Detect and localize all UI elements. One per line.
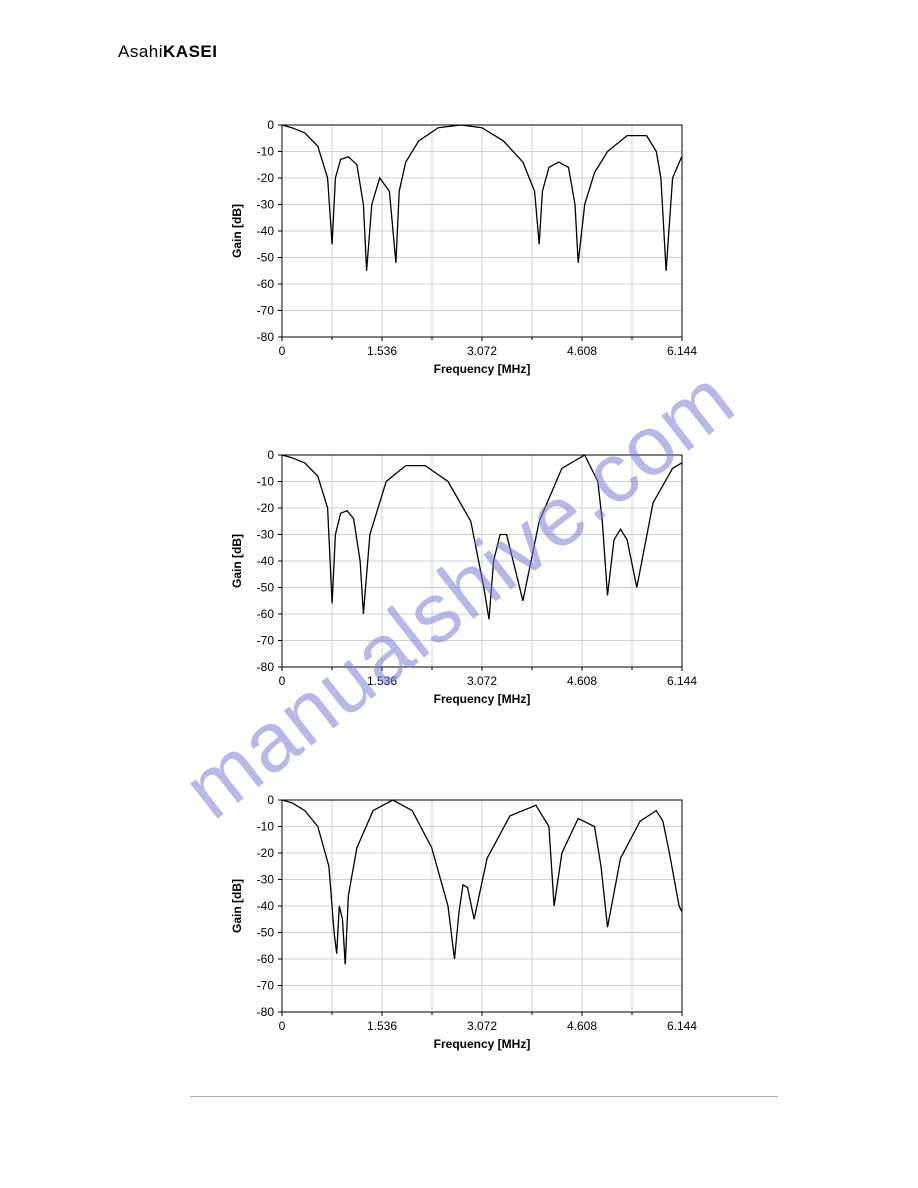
- bottom-rule: [190, 1096, 778, 1097]
- svg-text:4.608: 4.608: [567, 674, 597, 688]
- svg-text:Frequency [MHz]: Frequency [MHz]: [434, 1037, 531, 1051]
- logo-prefix: Asahi: [118, 42, 163, 61]
- svg-text:1.536: 1.536: [367, 674, 397, 688]
- svg-text:-20: -20: [257, 501, 275, 515]
- chart-1: 0 -10 -20 -30 -40 -50 -60 -70 -80 0 1.536 3.072 4.60…: [227, 115, 707, 395]
- svg-text:-60: -60: [257, 607, 275, 621]
- svg-text:-80: -80: [257, 660, 275, 674]
- svg-text:3.072: 3.072: [467, 344, 497, 358]
- svg-text:0: 0: [279, 1019, 286, 1033]
- svg-text:-20: -20: [257, 846, 275, 860]
- svg-text:-40: -40: [257, 554, 275, 568]
- svg-text:-60: -60: [257, 277, 275, 291]
- svg-text:-50: -50: [257, 581, 275, 595]
- svg-text:1.536: 1.536: [367, 1019, 397, 1033]
- svg-text:Gain [dB]: Gain [dB]: [230, 204, 244, 258]
- svg-text:-10: -10: [257, 145, 275, 159]
- svg-text:3.072: 3.072: [467, 674, 497, 688]
- brand-logo: AsahiKASEI: [118, 42, 218, 62]
- svg-text:0: 0: [267, 118, 274, 132]
- chart-3: 0 -10 -20 -30 -40 -50 -60 -70 -80 0 1.536 3.072 4.60…: [227, 790, 707, 1070]
- svg-text:-10: -10: [257, 475, 275, 489]
- svg-text:6.144: 6.144: [667, 674, 697, 688]
- svg-text:Frequency [MHz]: Frequency [MHz]: [434, 362, 531, 376]
- svg-text:-70: -70: [257, 634, 275, 648]
- svg-text:-50: -50: [257, 251, 275, 265]
- svg-text:Frequency [MHz]: Frequency [MHz]: [434, 692, 531, 706]
- svg-text:-80: -80: [257, 1005, 275, 1019]
- svg-text:4.608: 4.608: [567, 1019, 597, 1033]
- svg-text:6.144: 6.144: [667, 1019, 697, 1033]
- svg-text:Gain [dB]: Gain [dB]: [230, 879, 244, 933]
- svg-text:-40: -40: [257, 899, 275, 913]
- logo-bold: KASEI: [163, 42, 217, 61]
- svg-text:-30: -30: [257, 873, 275, 887]
- svg-text:-30: -30: [257, 528, 275, 542]
- svg-text:-30: -30: [257, 198, 275, 212]
- svg-text:1.536: 1.536: [367, 344, 397, 358]
- svg-text:0: 0: [267, 448, 274, 462]
- svg-text:Gain [dB]: Gain [dB]: [230, 534, 244, 588]
- svg-text:-20: -20: [257, 171, 275, 185]
- svg-text:0: 0: [267, 793, 274, 807]
- svg-text:4.608: 4.608: [567, 344, 597, 358]
- svg-text:-80: -80: [257, 330, 275, 344]
- svg-text:-40: -40: [257, 224, 275, 238]
- chart-2: 0 -10 -20 -30 -40 -50 -60 -70 -80 0 1.536 3.072 4.60…: [227, 445, 707, 725]
- svg-text:6.144: 6.144: [667, 344, 697, 358]
- svg-text:-60: -60: [257, 952, 275, 966]
- svg-text:-70: -70: [257, 304, 275, 318]
- svg-text:-10: -10: [257, 820, 275, 834]
- svg-text:0: 0: [279, 344, 286, 358]
- svg-text:-50: -50: [257, 926, 275, 940]
- svg-text:3.072: 3.072: [467, 1019, 497, 1033]
- svg-text:0: 0: [279, 674, 286, 688]
- svg-text:-70: -70: [257, 979, 275, 993]
